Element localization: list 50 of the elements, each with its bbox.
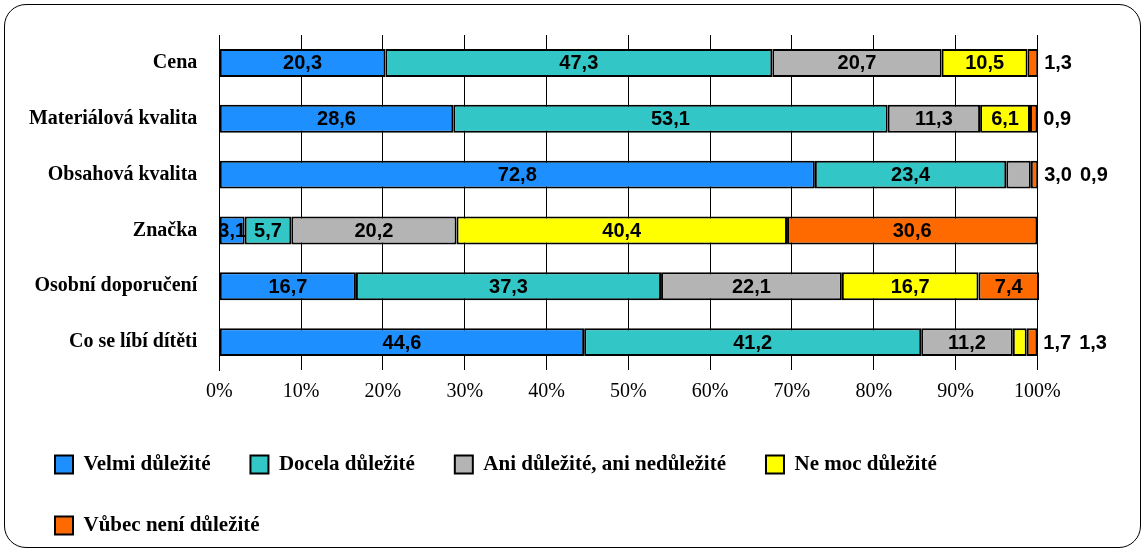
x-tick-label: 50% [610, 379, 647, 402]
data-label: 47,3 [559, 51, 599, 74]
x-tick-label: 40% [528, 379, 565, 402]
legend-label: Ani důležité, ani nedůležité [483, 450, 726, 475]
data-label: 7,4 [994, 274, 1024, 297]
legend-label: Vůbec není důležité [83, 511, 260, 536]
x-tick-label: 70% [773, 379, 811, 402]
x-tick-label: 10% [282, 379, 320, 402]
data-label: 5,7 [254, 218, 282, 241]
data-label: 11,2 [948, 330, 986, 353]
data-label: 20,3 [283, 51, 323, 74]
data-label: 16,7 [890, 274, 930, 297]
data-label: 1,7 [1043, 330, 1072, 353]
data-label: 40,4 [602, 218, 643, 241]
data-label: 3,0 [1044, 163, 1072, 186]
x-tick-label: 0% [205, 379, 233, 402]
data-label: 23,4 [891, 163, 931, 186]
y-tick-label: Obsahová kvalita [47, 161, 198, 184]
data-label: 0,9 [1079, 163, 1108, 186]
x-tick-label: 100% [1014, 379, 1061, 402]
x-tick-label: 90% [937, 379, 974, 402]
legend-label: Ne moc důležité [794, 450, 937, 475]
data-label: 20,2 [354, 218, 394, 241]
data-label: 10,5 [965, 51, 1005, 74]
data-label: 53,1 [650, 107, 690, 130]
legend-label: Docela důležité [278, 450, 415, 475]
data-label: 30,6 [892, 218, 932, 241]
legend-label: Velmi důležité [83, 450, 211, 475]
data-label: 22,1 [731, 274, 771, 297]
data-label: 37,3 [489, 274, 528, 297]
data-label: 72,8 [497, 163, 537, 186]
y-tick-label: Materiálová kvalita [28, 105, 198, 128]
x-tick-label: 30% [446, 379, 484, 402]
data-label: 20,7 [837, 51, 877, 74]
data-label: 44,6 [382, 330, 422, 353]
data-label: 28,6 [317, 107, 356, 130]
y-tick-label: Osobní doporučení [34, 273, 198, 297]
data-label: 11,3 [914, 107, 953, 130]
y-tick-label: Značka [132, 217, 198, 240]
data-label: 1,3 [1044, 51, 1072, 74]
data-label: 1,3 [1079, 330, 1107, 353]
data-label: 16,7 [268, 274, 308, 297]
y-tick-label: Cena [152, 50, 198, 73]
data-label: 6,1 [991, 107, 1019, 130]
x-tick-label: 80% [855, 379, 893, 402]
x-tick-label: 20% [364, 379, 402, 402]
y-tick-label: Co se líbí dítěti [68, 329, 198, 352]
data-label: 0,9 [1043, 107, 1072, 130]
x-tick-label: 60% [691, 379, 729, 402]
data-label: 41,2 [733, 330, 773, 353]
